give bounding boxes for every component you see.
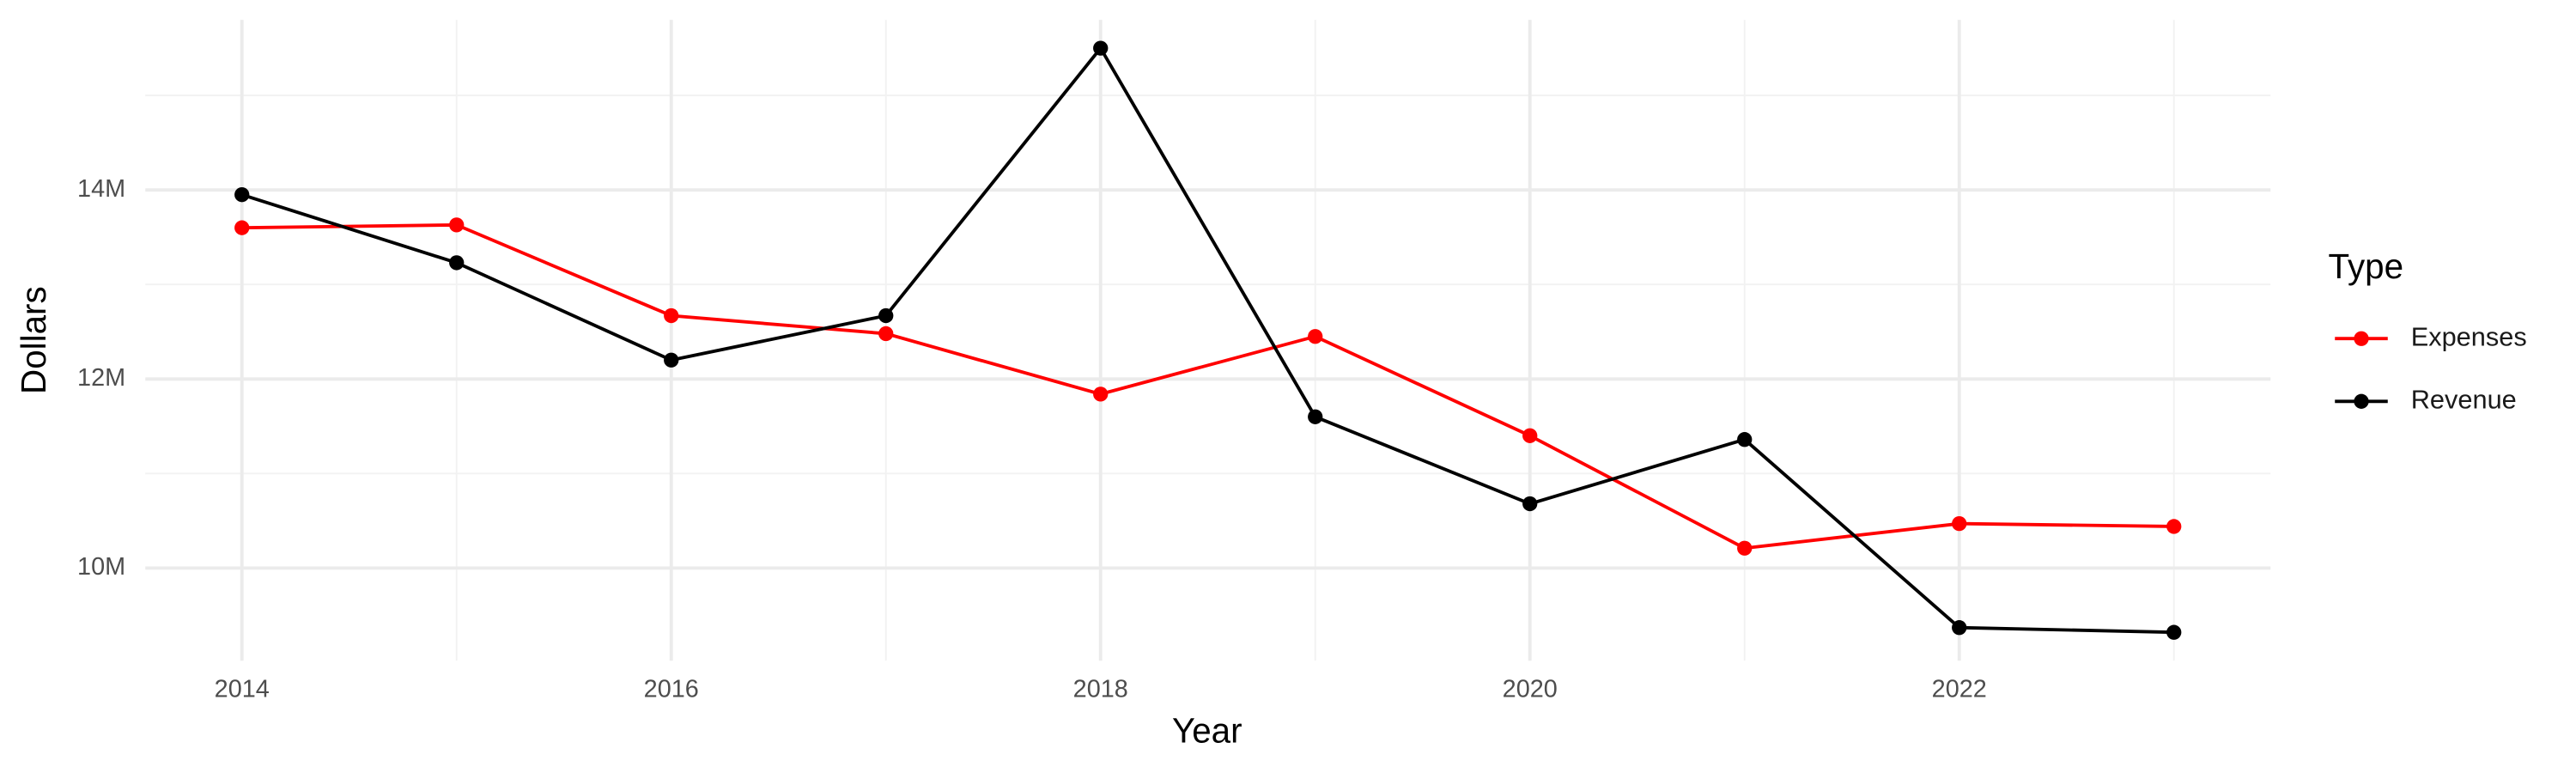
data-point — [878, 307, 894, 324]
x-tick-label: 2018 — [1073, 675, 1128, 703]
data-point — [878, 326, 894, 342]
x-tick-label: 2016 — [644, 675, 699, 703]
data-point — [1308, 329, 1323, 344]
data-point — [234, 187, 250, 203]
data-point — [1522, 428, 1538, 443]
data-point — [1093, 40, 1109, 56]
data-point — [1308, 409, 1323, 424]
data-point — [1952, 516, 1967, 532]
legend-title: Type — [2329, 247, 2404, 286]
data-point — [664, 307, 679, 324]
data-point — [449, 255, 465, 271]
legend-marker — [2354, 331, 2369, 346]
legend-label: Revenue — [2411, 384, 2517, 414]
series-line — [241, 222, 2174, 551]
y-axis-title: Dollars — [14, 286, 53, 394]
y-tick-label: 10M — [77, 553, 125, 581]
x-axis-title: Year — [1172, 711, 1242, 751]
x-tick-label: 2022 — [1932, 675, 1987, 703]
data-point — [1952, 620, 1967, 636]
data-point — [2166, 519, 2182, 534]
legend-marker — [2354, 393, 2369, 409]
series-line — [241, 45, 2174, 635]
x-tick-label: 2014 — [215, 675, 270, 703]
x-tick-label: 2020 — [1503, 675, 1558, 703]
data-point — [234, 220, 250, 235]
data-point — [2166, 624, 2182, 640]
data-point — [1093, 386, 1109, 402]
data-point — [449, 217, 465, 233]
data-point — [1522, 496, 1538, 512]
data-point — [1737, 432, 1753, 447]
legend-label: Expenses — [2411, 321, 2527, 351]
y-tick-label: 14M — [77, 175, 125, 203]
y-tick-label: 12M — [77, 364, 125, 392]
data-point — [664, 352, 679, 368]
data-point — [1737, 540, 1753, 556]
